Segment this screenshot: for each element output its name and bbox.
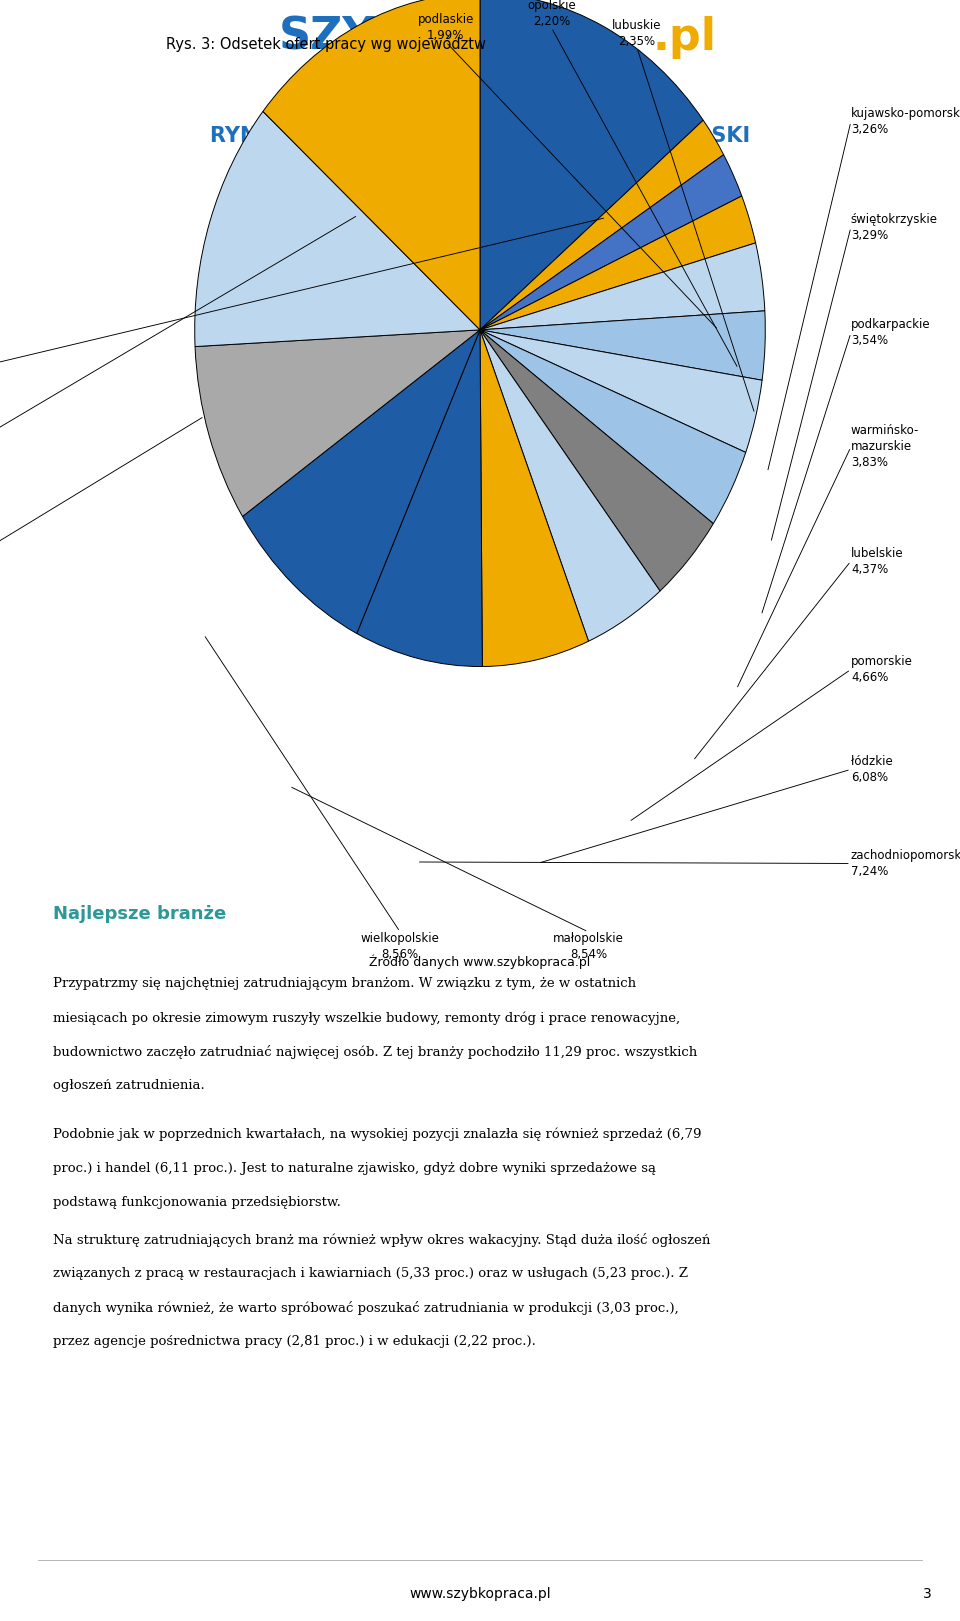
Wedge shape [480,196,756,329]
Text: miesiącach po okresie zimowym ruszyły wszelkie budowy, remonty dróg i prace reno: miesiącach po okresie zimowym ruszyły ws… [53,1012,680,1024]
Wedge shape [480,329,746,524]
Wedge shape [480,311,765,381]
Text: danych wynika również, że warto spróbować poszukać zatrudniania w produkcji (3,0: danych wynika również, że warto spróbowa… [53,1302,679,1315]
Text: Rys. 3: Odsetek ofert pracy wg województw: Rys. 3: Odsetek ofert pracy wg województ… [166,36,486,52]
Wedge shape [480,329,713,592]
Text: podstawą funkcjonowania przedsiębiorstw.: podstawą funkcjonowania przedsiębiorstw. [53,1196,341,1209]
Wedge shape [195,112,480,347]
Text: praca: praca [481,16,607,58]
Text: SZYBKO: SZYBKO [279,16,480,58]
Text: RYNEK PRACY 2010 – RAPORT OGÓLNOPOLSKI: RYNEK PRACY 2010 – RAPORT OGÓLNOPOLSKI [210,126,750,146]
Wedge shape [263,0,480,329]
Text: budownictwo zaczęło zatrudniać najwięcej osób. Z tej branży pochodziło 11,29 pro: budownictwo zaczęło zatrudniać najwięcej… [53,1046,697,1059]
Text: 3: 3 [923,1587,931,1602]
Text: zachodniopomorskie
7,24%: zachodniopomorskie 7,24% [851,849,960,879]
Text: www.szybkopraca.pl: www.szybkopraca.pl [409,1587,551,1602]
Wedge shape [357,329,482,666]
Text: proc.) i handel (6,11 proc.). Jest to naturalne zjawisko, gdyż dobre wyniki sprz: proc.) i handel (6,11 proc.). Jest to na… [53,1162,656,1175]
Wedge shape [480,329,762,452]
Wedge shape [243,329,480,634]
Text: przez agencje pośrednictwa pracy (2,81 proc.) i w edukacji (2,22 proc.).: przez agencje pośrednictwa pracy (2,81 p… [53,1336,536,1349]
Text: lubuskie
2,35%: lubuskie 2,35% [612,18,661,47]
Wedge shape [480,0,704,329]
Text: podlaskie
1,99%: podlaskie 1,99% [418,13,474,42]
Text: lubelskie
4,37%: lubelskie 4,37% [851,546,903,575]
Text: Podobnie jak w poprzednich kwartałach, na wysokiej pozycji znalazła się również : Podobnie jak w poprzednich kwartałach, n… [53,1128,702,1141]
Text: kujawsko-pomorskie
3,26%: kujawsko-pomorskie 3,26% [851,107,960,136]
Text: pomorskie
4,66%: pomorskie 4,66% [851,655,913,684]
Text: .pl: .pl [653,16,717,58]
Text: ogłoszeń zatrudnienia.: ogłoszeń zatrudnienia. [53,1080,204,1093]
Wedge shape [480,120,724,329]
Wedge shape [480,243,765,329]
Text: warmińsko-
mazurskie
3,83%: warmińsko- mazurskie 3,83% [851,425,920,470]
Text: Źródło danych www.szybkopraca.pl: Źródło danych www.szybkopraca.pl [370,955,590,969]
Text: podkarpackie
3,54%: podkarpackie 3,54% [851,318,930,347]
Text: łódzkie
6,08%: łódzkie 6,08% [851,755,893,785]
Wedge shape [480,329,660,642]
Wedge shape [195,329,480,517]
Text: świętokrzyskie
3,29%: świętokrzyskie 3,29% [851,212,938,242]
Text: wielkopolskie
8,56%: wielkopolskie 8,56% [361,932,440,961]
Wedge shape [480,329,588,666]
Text: Na strukturę zatrudniających branż ma również wpływ okres wakacyjny. Stąd duża i: Na strukturę zatrudniających branż ma ró… [53,1234,710,1247]
Text: związanych z pracą w restauracjach i kawiarniach (5,33 proc.) oraz w usługach (5: związanych z pracą w restauracjach i kaw… [53,1268,687,1281]
Wedge shape [480,154,742,329]
Text: Przypatrzmy się najchętniej zatrudniającym branżom. W związku z tym, że w ostatn: Przypatrzmy się najchętniej zatrudniając… [53,977,636,990]
Text: opolskie
2,20%: opolskie 2,20% [527,0,576,28]
Text: małopolskie
8,54%: małopolskie 8,54% [553,932,624,961]
Text: Najlepsze branże: Najlepsze branże [53,905,226,922]
